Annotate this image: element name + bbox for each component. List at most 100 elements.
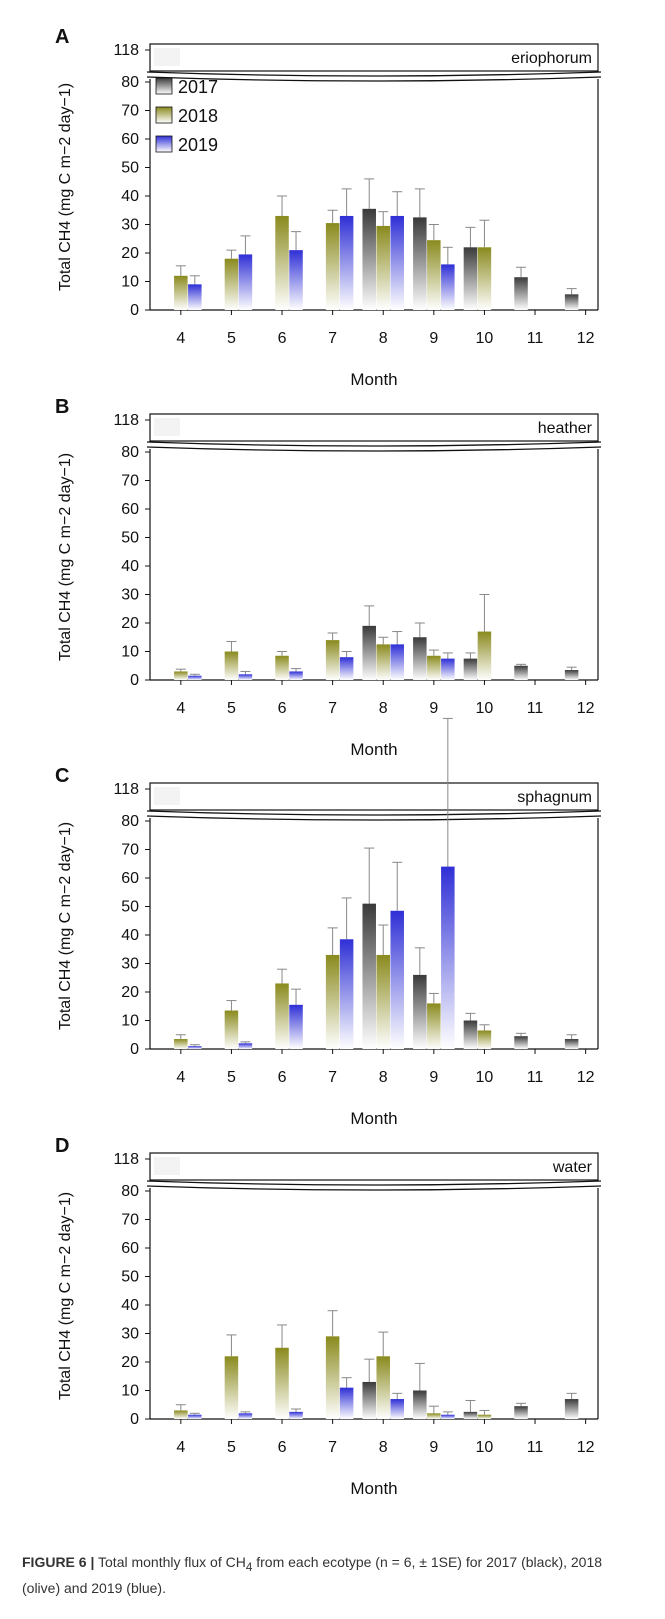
x-tick-label: 6 <box>278 1069 287 1086</box>
bar-2017-11 <box>514 1036 528 1049</box>
x-tick-label: 9 <box>429 330 438 347</box>
y-tick-label: 118 <box>113 1151 139 1168</box>
bar-2019-8 <box>390 1399 404 1419</box>
bar-2017-12 <box>564 294 579 310</box>
bar-2018-5 <box>224 651 239 680</box>
panel-letter: D <box>55 1135 69 1157</box>
bar-2017-9 <box>413 637 427 680</box>
x-tick-label: 4 <box>176 700 185 717</box>
bar-2019-5 <box>238 1043 253 1049</box>
break-line-upper <box>146 810 602 816</box>
x-tick-label: 5 <box>227 330 236 347</box>
y-axis-label: Total CH4 (mg C m−2 day−1) <box>57 1192 74 1400</box>
y-tick-label: 0 <box>130 302 139 319</box>
bar-2017-8 <box>362 208 376 310</box>
bar-2018-8 <box>376 1356 390 1419</box>
caption-figure-label: FIGURE 6 | <box>22 1554 95 1570</box>
y-tick-label: 70 <box>121 473 139 490</box>
break-line-lower <box>146 1185 602 1191</box>
bar-2019-8 <box>390 910 404 1049</box>
y-tick-label: 50 <box>121 160 139 177</box>
bar-2019-5 <box>238 1413 253 1419</box>
x-tick-label: 7 <box>328 1069 337 1086</box>
bar-2018-5 <box>224 1356 239 1419</box>
y-tick-label: 0 <box>130 1041 139 1058</box>
axis-break-box <box>149 1152 599 1181</box>
y-tick-label: 30 <box>121 1326 139 1343</box>
y-tick-label: 80 <box>121 444 139 461</box>
x-tick-label: 7 <box>328 1439 337 1456</box>
bar-2018-8 <box>376 225 390 310</box>
bar-2017-12 <box>564 1399 579 1419</box>
bar-2017-9 <box>413 1390 427 1419</box>
bar-2019-7 <box>339 939 354 1049</box>
bar-2019-8 <box>390 644 404 680</box>
bar-2019-5 <box>238 674 253 680</box>
x-tick-label: 12 <box>577 700 595 717</box>
y-tick-label: 20 <box>121 984 139 1001</box>
bar-2018-8 <box>376 644 390 680</box>
bar-2019-7 <box>339 215 354 310</box>
y-axis-label: Total CH4 (mg C m−2 day−1) <box>57 453 74 661</box>
x-tick-label: 6 <box>278 1439 287 1456</box>
bar-2018-6 <box>275 983 289 1049</box>
x-tick-label: 6 <box>278 700 287 717</box>
bar-2019-9 <box>441 264 455 310</box>
axis-break-shade <box>154 787 180 805</box>
x-tick-label: 8 <box>379 330 388 347</box>
y-tick-label: 118 <box>113 412 139 429</box>
y-tick-label: 70 <box>121 1212 139 1229</box>
bar-2018-6 <box>275 1347 289 1419</box>
x-tick-label: 8 <box>379 1439 388 1456</box>
x-tick-label: 6 <box>278 330 287 347</box>
x-tick-label: 4 <box>176 1069 185 1086</box>
panel-letter: B <box>55 396 69 418</box>
x-tick-label: 11 <box>527 330 544 347</box>
y-tick-label: 118 <box>113 42 139 59</box>
bar-2018-5 <box>224 258 239 310</box>
x-tick-label: 5 <box>227 700 236 717</box>
y-tick-label: 50 <box>121 1269 139 1286</box>
bar-2017-8 <box>362 903 376 1049</box>
caption-subscript: 4 <box>245 1560 253 1574</box>
bar-2018-7 <box>325 954 340 1049</box>
bar-2017-8 <box>362 625 376 680</box>
y-tick-label: 50 <box>121 899 139 916</box>
bar-2019-8 <box>390 215 404 310</box>
legend-label-2019: 2019 <box>178 135 218 155</box>
y-tick-label: 80 <box>121 74 139 91</box>
y-tick-label: 80 <box>121 813 139 830</box>
axis-break-box <box>149 413 599 442</box>
y-tick-label: 40 <box>121 1297 139 1314</box>
y-tick-label: 0 <box>130 1411 139 1428</box>
y-tick-label: 10 <box>121 274 139 291</box>
x-tick-label: 11 <box>527 1069 544 1086</box>
x-tick-label: 8 <box>379 1069 388 1086</box>
y-tick-label: 30 <box>121 587 139 604</box>
panel-title: eriophorum <box>511 50 592 67</box>
y-axis-label: Total CH4 (mg C m−2 day−1) <box>57 83 74 291</box>
bar-2019-9 <box>441 866 455 1049</box>
panel-title: sphagnum <box>517 789 592 806</box>
bar-2018-7 <box>325 1336 340 1419</box>
x-tick-label: 7 <box>328 700 337 717</box>
y-tick-label: 10 <box>121 1013 139 1030</box>
bar-2019-4 <box>188 1046 202 1049</box>
y-tick-label: 30 <box>121 217 139 234</box>
break-line-lower <box>146 446 602 452</box>
x-tick-label: 12 <box>577 1069 595 1086</box>
bar-2019-7 <box>339 1387 354 1419</box>
y-tick-label: 80 <box>121 1183 139 1200</box>
panel-title: heather <box>538 420 593 437</box>
bar-2018-7 <box>325 223 340 310</box>
break-line-upper <box>146 71 602 77</box>
break-line-upper <box>146 1180 602 1186</box>
bar-2017-10 <box>463 1020 478 1049</box>
x-axis-label: Month <box>350 740 397 759</box>
y-tick-label: 60 <box>121 870 139 887</box>
bar-2018-9 <box>427 240 441 310</box>
y-tick-label: 60 <box>121 1240 139 1257</box>
